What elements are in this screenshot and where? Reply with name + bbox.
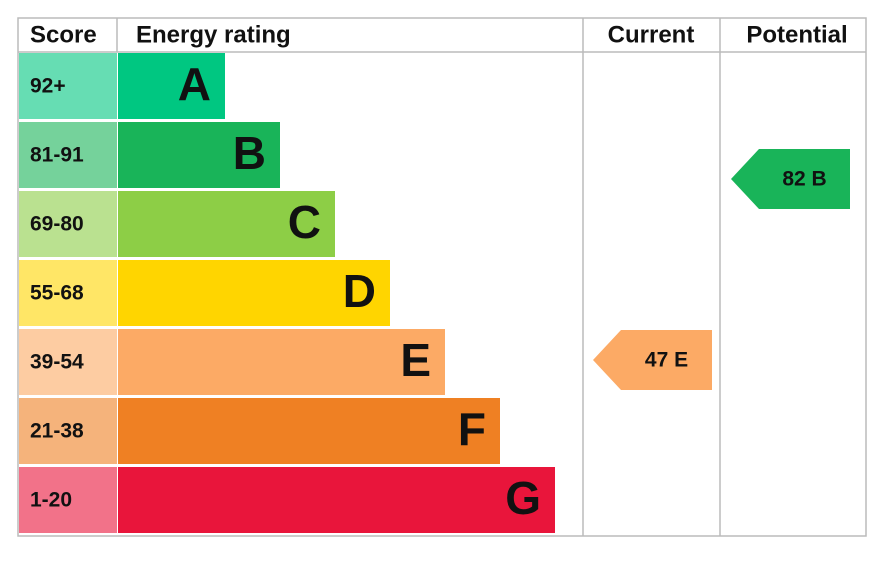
rating-letter: F: [458, 403, 486, 455]
rating-bar: [118, 329, 445, 395]
score-cell-tint: [19, 398, 117, 464]
rating-arrow: [593, 330, 712, 390]
rating-bar: [118, 398, 500, 464]
score-cell: [19, 191, 117, 257]
rating-bar: [118, 467, 555, 533]
score-label: 21-38: [30, 420, 84, 443]
rating-letter: E: [400, 334, 431, 386]
arrow-label: 82 B: [782, 168, 826, 191]
score-cell-tint: [19, 53, 117, 119]
score-label: 1-20: [30, 489, 72, 512]
rating-letter: A: [178, 58, 211, 110]
score-cell: [19, 329, 117, 395]
rating-bar: [118, 122, 280, 188]
score-cell-tint: [19, 329, 117, 395]
header-rating: Energy rating: [136, 21, 291, 48]
score-label: 92+: [30, 75, 66, 98]
score-label: 81-91: [30, 144, 84, 167]
rating-letter: C: [288, 196, 321, 248]
rating-bar: [118, 53, 225, 119]
arrow-label: 47 E: [645, 349, 688, 372]
score-cell: [19, 398, 117, 464]
score-cell: [19, 53, 117, 119]
header-potential: Potential: [746, 21, 847, 48]
rating-bar: [118, 191, 335, 257]
score-cell: [19, 467, 117, 533]
score-cell: [19, 122, 117, 188]
rating-letter: D: [343, 265, 376, 317]
rating-letter: G: [505, 472, 541, 524]
score-label: 69-80: [30, 213, 84, 236]
score-cell: [19, 260, 117, 326]
header-score: Score: [30, 21, 97, 48]
rating-bar: [118, 260, 390, 326]
rating-letter: B: [233, 127, 266, 179]
score-label: 39-54: [30, 351, 84, 374]
score-cell-tint: [19, 467, 117, 533]
header-current: Current: [608, 21, 695, 48]
score-cell-tint: [19, 191, 117, 257]
score-cell-tint: [19, 122, 117, 188]
score-cell-tint: [19, 260, 117, 326]
score-label: 55-68: [30, 282, 84, 305]
rating-arrow: [731, 149, 850, 209]
